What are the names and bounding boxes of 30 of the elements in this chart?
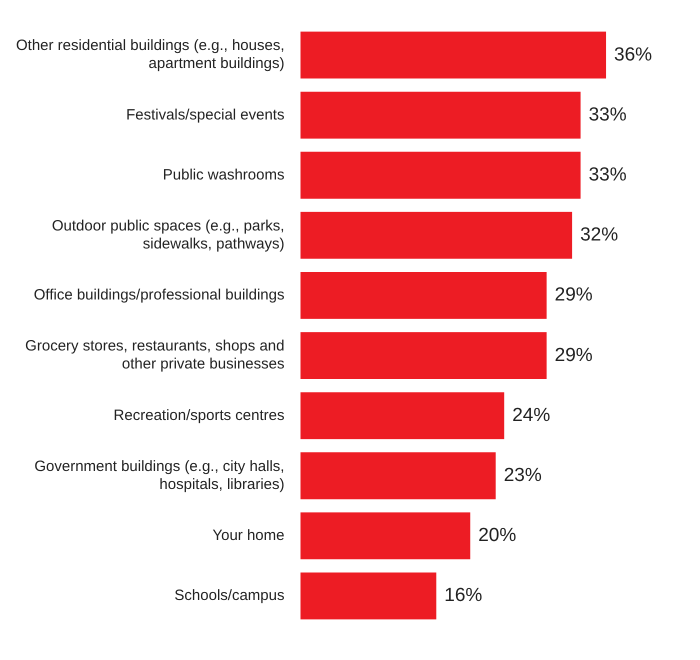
bar (300, 152, 581, 199)
bar (300, 452, 496, 500)
bar (300, 392, 504, 440)
bar (300, 212, 572, 259)
data-label: 29% (554, 284, 593, 306)
y-tick-label: Outdoor public spaces (e.g., parks, sidewalks, pathways) (52, 217, 284, 252)
y-tick-label: Your home (212, 526, 284, 544)
data-label: 32% (580, 224, 618, 246)
bar (300, 272, 547, 319)
data-label: 20% (478, 525, 516, 546)
y-tick-label: Government buildings (e.g., city halls, hospitals, libraries) (34, 458, 284, 493)
y-tick-label: Festivals/special events (126, 106, 284, 124)
data-label: 29% (554, 344, 593, 366)
y-tick-label: Grocery stores, restaurants, shops and other private businesses (25, 338, 284, 373)
data-label: 23% (504, 464, 542, 486)
y-tick-label: Schools/campus (174, 587, 284, 604)
y-tick-label: Public washrooms (162, 166, 284, 184)
data-label: 33% (588, 164, 627, 186)
bar (300, 332, 547, 379)
y-tick-label: Office buildings/professional buildings (34, 286, 284, 304)
data-label: 24% (512, 404, 550, 426)
data-label: 33% (588, 104, 627, 126)
y-tick-label: Recreation/sports centres (114, 406, 284, 424)
y-tick-label: Other residential buildings (e.g., houses, apartment buildings) (16, 37, 284, 72)
data-label: 16% (444, 585, 482, 606)
bar (300, 92, 581, 139)
data-label: 36% (614, 44, 652, 66)
bar (300, 572, 436, 620)
bar (300, 512, 470, 560)
bar (300, 32, 606, 78)
